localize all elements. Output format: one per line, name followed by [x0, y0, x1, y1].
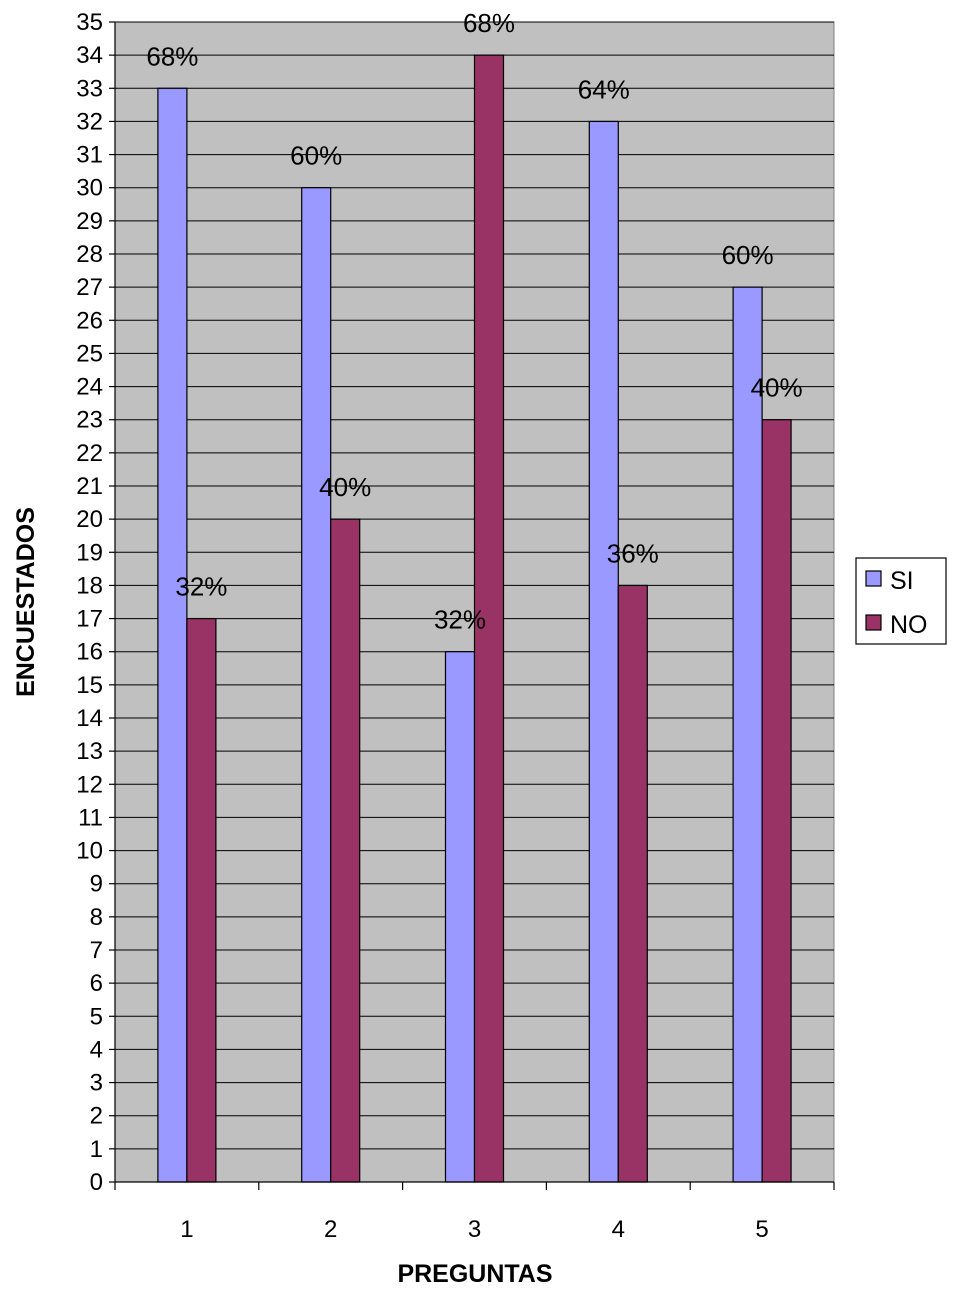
- y-tick-label: 3: [90, 1070, 103, 1097]
- y-tick-label: 20: [76, 506, 103, 533]
- y-tick-label: 34: [76, 42, 103, 69]
- y-tick-label: 9: [90, 871, 103, 898]
- y-tick-label: 32: [76, 108, 103, 135]
- y-tick-label: 14: [76, 705, 103, 732]
- y-tick-label: 27: [76, 274, 103, 301]
- y-tick-label: 25: [76, 340, 103, 367]
- y-tick-label: 21: [76, 473, 103, 500]
- bar-no-1: [186, 617, 217, 1183]
- y-tick-label: 1: [90, 1136, 103, 1163]
- legend-label-si: SI: [890, 567, 914, 595]
- data-label-si-1: 68%: [146, 41, 198, 71]
- y-tick-label: 18: [76, 572, 103, 599]
- y-tick-label: 23: [76, 407, 103, 434]
- bar-no-5: [761, 419, 792, 1183]
- bar-si-5: [732, 286, 763, 1183]
- x-tick-label: 5: [755, 1216, 768, 1243]
- y-tick-label: 24: [76, 374, 103, 401]
- y-tick-label: 11: [78, 804, 103, 831]
- x-tick-label: 4: [612, 1216, 625, 1243]
- data-label-si-2: 60%: [290, 141, 342, 171]
- legend-swatch-no: [865, 614, 882, 631]
- axes: [109, 21, 835, 1190]
- y-tick-label: 16: [76, 639, 103, 666]
- x-tick-labels: 1 2 3 4 5: [180, 1216, 769, 1243]
- data-label-no-2: 40%: [319, 472, 371, 502]
- x-tick-label: 1: [180, 1216, 193, 1243]
- y-tick-label: 10: [76, 838, 103, 865]
- bars: [157, 54, 792, 1183]
- bar-si-1: [157, 87, 188, 1183]
- bar-no-4: [617, 584, 648, 1183]
- bar-si-2: [301, 187, 332, 1183]
- y-tick-label: 19: [76, 539, 103, 566]
- data-labels: 68% 60% 32% 64% 60% 32% 40% 68% 36% 40%: [146, 8, 802, 635]
- y-axis-title: ENCUESTADOS: [12, 507, 40, 697]
- y-tick-label: 35: [76, 9, 103, 36]
- y-tick-label: 13: [76, 738, 103, 765]
- x-tick-label: 2: [324, 1216, 337, 1243]
- x-axis-title: PREGUNTAS: [397, 1260, 552, 1288]
- y-tick-label: 22: [76, 440, 103, 467]
- legend-swatch-si: [865, 570, 882, 587]
- y-tick-label: 33: [76, 75, 103, 102]
- y-tick-label: 0: [90, 1169, 103, 1196]
- bar-no-3: [473, 54, 505, 1183]
- y-tick-label: 30: [76, 175, 103, 202]
- y-tick-label: 28: [76, 241, 103, 268]
- y-tick-label: 26: [76, 307, 103, 334]
- y-tick-label: 12: [76, 771, 103, 798]
- data-label-no-5: 40%: [751, 373, 803, 403]
- y-tick-label: 17: [76, 606, 103, 633]
- data-label-no-1: 32%: [175, 572, 227, 602]
- bar-si-3: [444, 651, 476, 1183]
- data-label-si-5: 60%: [722, 240, 774, 270]
- y-tick-label: 5: [90, 1003, 103, 1030]
- data-label-no-4: 36%: [607, 538, 659, 568]
- data-label-si-4: 64%: [578, 74, 630, 104]
- y-tick-label: 6: [90, 970, 103, 997]
- x-tick-label: 3: [468, 1216, 481, 1243]
- y-tick-label: 2: [90, 1103, 103, 1130]
- bar-no-2: [330, 518, 361, 1183]
- y-tick-label: 8: [90, 904, 103, 931]
- y-tick-label: 7: [90, 937, 103, 964]
- legend-label-no: NO: [890, 611, 928, 639]
- y-tick-labels: 0123456789101112131415161718192021222324…: [76, 9, 103, 1196]
- data-label-si-3: 32%: [434, 605, 486, 635]
- data-label-no-3: 68%: [463, 8, 515, 38]
- y-tick-label: 4: [90, 1036, 103, 1063]
- y-tick-label: 31: [76, 142, 103, 169]
- y-tick-label: 15: [76, 672, 103, 699]
- legend: SI NO: [855, 557, 947, 645]
- bar-si-4: [588, 120, 619, 1183]
- y-tick-label: 29: [76, 208, 103, 235]
